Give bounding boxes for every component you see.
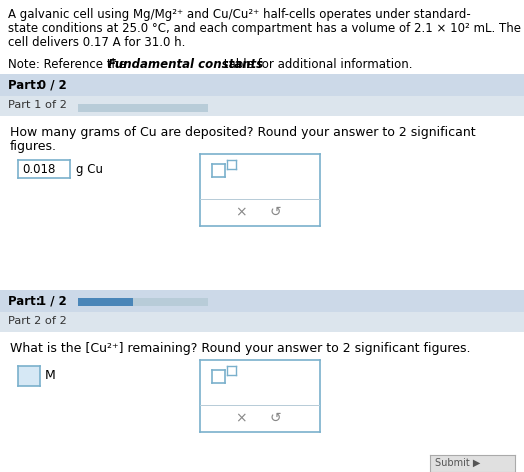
Text: What is the [Cu²⁺] remaining? Round your answer to 2 significant figures.: What is the [Cu²⁺] remaining? Round your… xyxy=(10,342,471,355)
Text: table for additional information.: table for additional information. xyxy=(220,58,412,71)
Text: Fundamental constants: Fundamental constants xyxy=(108,58,263,71)
Text: Note: Reference the: Note: Reference the xyxy=(8,58,130,71)
Text: 0.018: 0.018 xyxy=(22,163,56,176)
Text: Part:: Part: xyxy=(8,79,45,92)
Text: figures.: figures. xyxy=(10,140,57,153)
Text: ×: × xyxy=(235,411,247,425)
Text: state conditions at 25.0 °C, and each compartment has a volume of 2.1 × 10² mL. : state conditions at 25.0 °C, and each co… xyxy=(8,22,521,35)
Text: ↺: ↺ xyxy=(270,411,281,425)
Text: cell delivers 0.17 A for 31.0 h.: cell delivers 0.17 A for 31.0 h. xyxy=(8,36,185,49)
Text: M: M xyxy=(45,369,56,382)
Text: A galvanic cell using Mg/Mg²⁺ and Cu/Cu²⁺ half-cells operates under standard-: A galvanic cell using Mg/Mg²⁺ and Cu/Cu²… xyxy=(8,8,471,21)
Text: 1 / 2: 1 / 2 xyxy=(38,295,67,308)
Text: ↺: ↺ xyxy=(270,205,281,219)
Text: Part 2 of 2: Part 2 of 2 xyxy=(8,316,67,326)
Text: ×: × xyxy=(235,205,247,219)
Text: g Cu: g Cu xyxy=(76,163,103,176)
Text: 0 / 2: 0 / 2 xyxy=(38,79,67,92)
Text: How many grams of Cu are deposited? Round your answer to 2 significant: How many grams of Cu are deposited? Roun… xyxy=(10,126,476,139)
Text: Part:: Part: xyxy=(8,295,45,308)
Text: Part 1 of 2: Part 1 of 2 xyxy=(8,100,67,110)
Text: Submit ▶: Submit ▶ xyxy=(435,458,481,468)
